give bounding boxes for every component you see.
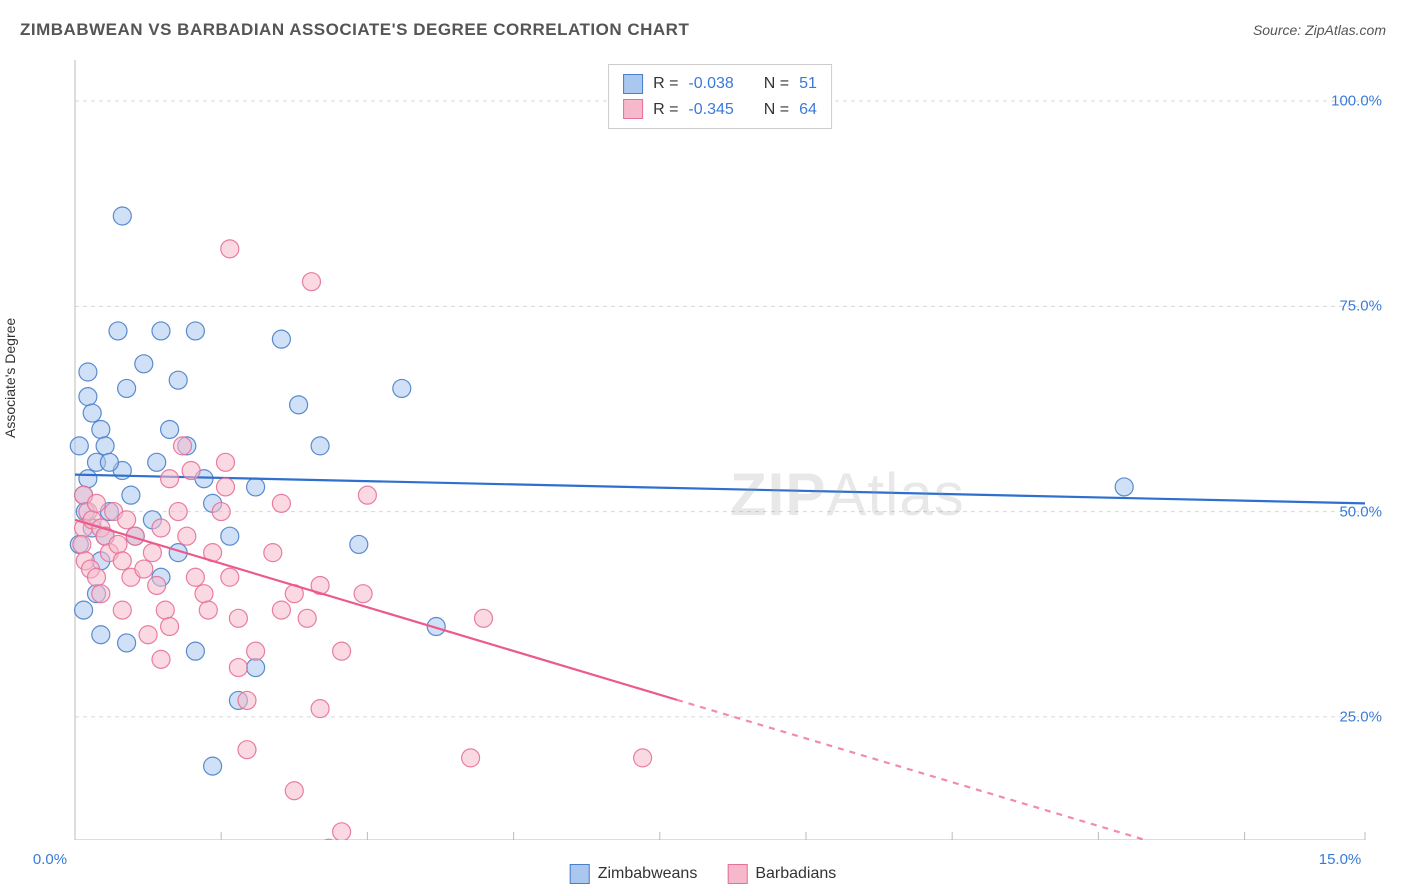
x-tick-label: 0.0%	[33, 851, 67, 868]
correlation-box: R = -0.038 N = 51 R = -0.345 N = 64	[608, 64, 832, 129]
swatch-zimbabweans	[623, 74, 643, 94]
corr-row-1: R = -0.345 N = 64	[623, 97, 817, 123]
chart-source: Source: ZipAtlas.com	[1253, 22, 1386, 38]
chart-title: ZIMBABWEAN VS BARBADIAN ASSOCIATE'S DEGR…	[20, 20, 689, 40]
swatch-barbadians	[623, 99, 643, 119]
scatter-plot	[50, 60, 1390, 840]
y-tick-label: 25.0%	[1339, 708, 1382, 725]
chart-area: ZIPAtlas R = -0.038 N = 51 R = -0.345 N …	[50, 60, 1390, 840]
y-tick-label: 50.0%	[1339, 503, 1382, 520]
bottom-legend: Zimbabweans Barbadians	[570, 864, 837, 884]
chart-header: ZIMBABWEAN VS BARBADIAN ASSOCIATE'S DEGR…	[20, 20, 1386, 40]
legend-item-barbadians: Barbadians	[727, 864, 836, 884]
legend-swatch-barbadians	[727, 864, 747, 884]
corr-row-0: R = -0.038 N = 51	[623, 71, 817, 97]
legend-swatch-zimbabweans	[570, 864, 590, 884]
y-tick-label: 75.0%	[1339, 298, 1382, 315]
y-axis-label: Associate's Degree	[2, 318, 18, 438]
legend-item-zimbabweans: Zimbabweans	[570, 864, 698, 884]
x-tick-label: 15.0%	[1319, 851, 1362, 868]
y-tick-label: 100.0%	[1331, 93, 1382, 110]
